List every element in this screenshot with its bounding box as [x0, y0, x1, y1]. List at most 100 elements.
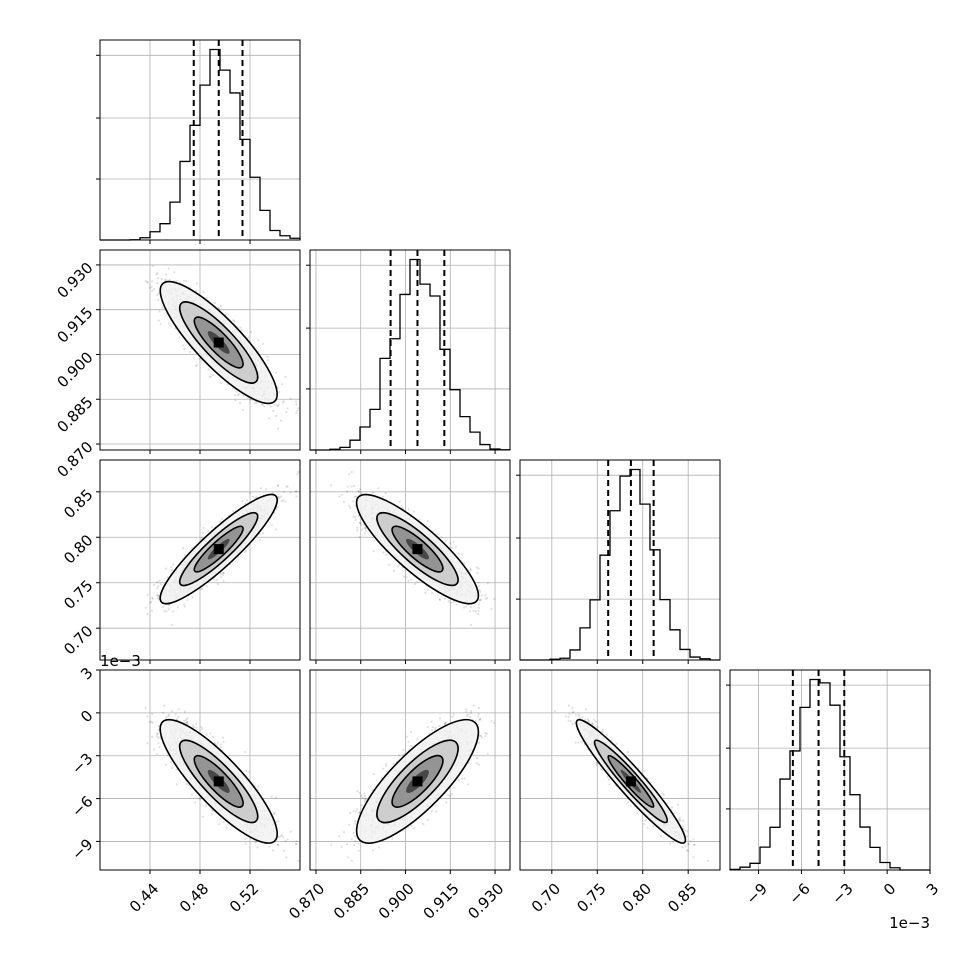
sample-point	[150, 600, 153, 604]
sample-point	[156, 581, 159, 584]
sample-point	[407, 579, 410, 583]
sample-point	[219, 573, 222, 576]
sample-point	[297, 407, 300, 410]
sample-point	[295, 490, 298, 493]
sample-point	[472, 610, 475, 613]
sample-point	[284, 375, 287, 379]
sample-point	[200, 587, 204, 590]
sample-point	[177, 606, 180, 609]
sample-point	[151, 596, 154, 599]
sample-point	[160, 277, 163, 281]
sample-point	[254, 496, 257, 499]
sample-point	[173, 271, 176, 274]
sample-point	[152, 288, 155, 291]
sample-point	[158, 579, 161, 582]
sample-point	[168, 322, 171, 325]
histogram-step	[310, 258, 511, 451]
sample-point	[157, 319, 160, 322]
sample-point	[175, 279, 178, 282]
sample-point	[146, 281, 149, 284]
sample-point	[277, 404, 280, 407]
sample-point	[157, 299, 160, 302]
sample-point	[403, 575, 406, 578]
sample-point	[232, 319, 235, 322]
sample-point	[151, 609, 154, 612]
sample-point	[151, 280, 154, 283]
sample-point	[196, 363, 199, 366]
sample-point	[258, 539, 262, 542]
sample-point	[191, 546, 194, 549]
sample-point	[262, 342, 265, 346]
sample-point	[156, 596, 159, 600]
sample-point	[208, 375, 211, 378]
sample-point	[278, 391, 281, 394]
sample-point	[484, 594, 487, 597]
sample-point	[462, 606, 465, 609]
sample-point	[165, 610, 168, 613]
sample-point	[170, 568, 173, 572]
sample-point	[207, 530, 210, 533]
sample-point	[236, 394, 240, 397]
sample-point	[277, 427, 280, 430]
sample-point	[194, 365, 198, 368]
sample-point	[282, 499, 285, 502]
sample-point	[151, 289, 154, 292]
sample-point	[282, 490, 285, 493]
sample-point	[158, 310, 161, 313]
sample-point	[261, 403, 264, 406]
sample-point	[282, 401, 285, 404]
sample-point	[364, 527, 367, 531]
sample-point	[272, 409, 275, 412]
sample-point	[219, 520, 222, 523]
sample-point	[171, 623, 174, 627]
sample-point	[233, 320, 236, 323]
sample-point	[188, 350, 191, 353]
sample-point	[414, 582, 417, 586]
sample-point	[172, 563, 175, 566]
sample-point	[279, 495, 283, 498]
sample-point	[222, 572, 225, 575]
sample-point	[202, 291, 205, 294]
sample-point	[201, 536, 204, 539]
sample-point	[161, 306, 164, 309]
sample-point	[275, 371, 278, 374]
sample-point	[219, 304, 222, 308]
sample-point	[277, 495, 280, 498]
sample-point	[157, 594, 160, 597]
sample-point	[210, 526, 213, 529]
sample-point	[277, 484, 280, 487]
sample-point	[251, 495, 254, 498]
sample-point	[268, 417, 271, 420]
sample-point	[215, 579, 218, 582]
sample-point	[276, 506, 279, 509]
scatter-panel-1-0	[96, 249, 301, 454]
sample-point	[295, 411, 298, 415]
sample-point	[155, 594, 158, 597]
sample-point	[244, 551, 247, 554]
sample-point	[148, 601, 151, 604]
sample-point	[294, 490, 298, 493]
sample-point	[213, 301, 217, 305]
sample-point	[272, 491, 275, 494]
sample-point	[164, 273, 167, 276]
sample-point	[276, 404, 279, 408]
sample-point	[285, 411, 288, 414]
sample-point	[156, 293, 159, 297]
sample-point	[234, 399, 237, 402]
sample-point	[151, 264, 154, 268]
panel-frame	[99, 39, 301, 241]
sample-point	[257, 339, 260, 342]
sample-point	[479, 598, 483, 601]
sample-point	[157, 594, 160, 598]
sample-point	[164, 567, 167, 570]
sample-point	[241, 499, 244, 502]
sample-point	[219, 382, 222, 385]
sample-point	[479, 599, 482, 602]
sample-point	[205, 585, 209, 588]
sample-point	[220, 575, 223, 579]
sample-point	[156, 272, 159, 275]
density-contours	[159, 493, 278, 605]
sample-point	[239, 401, 242, 404]
sample-point	[477, 581, 480, 584]
